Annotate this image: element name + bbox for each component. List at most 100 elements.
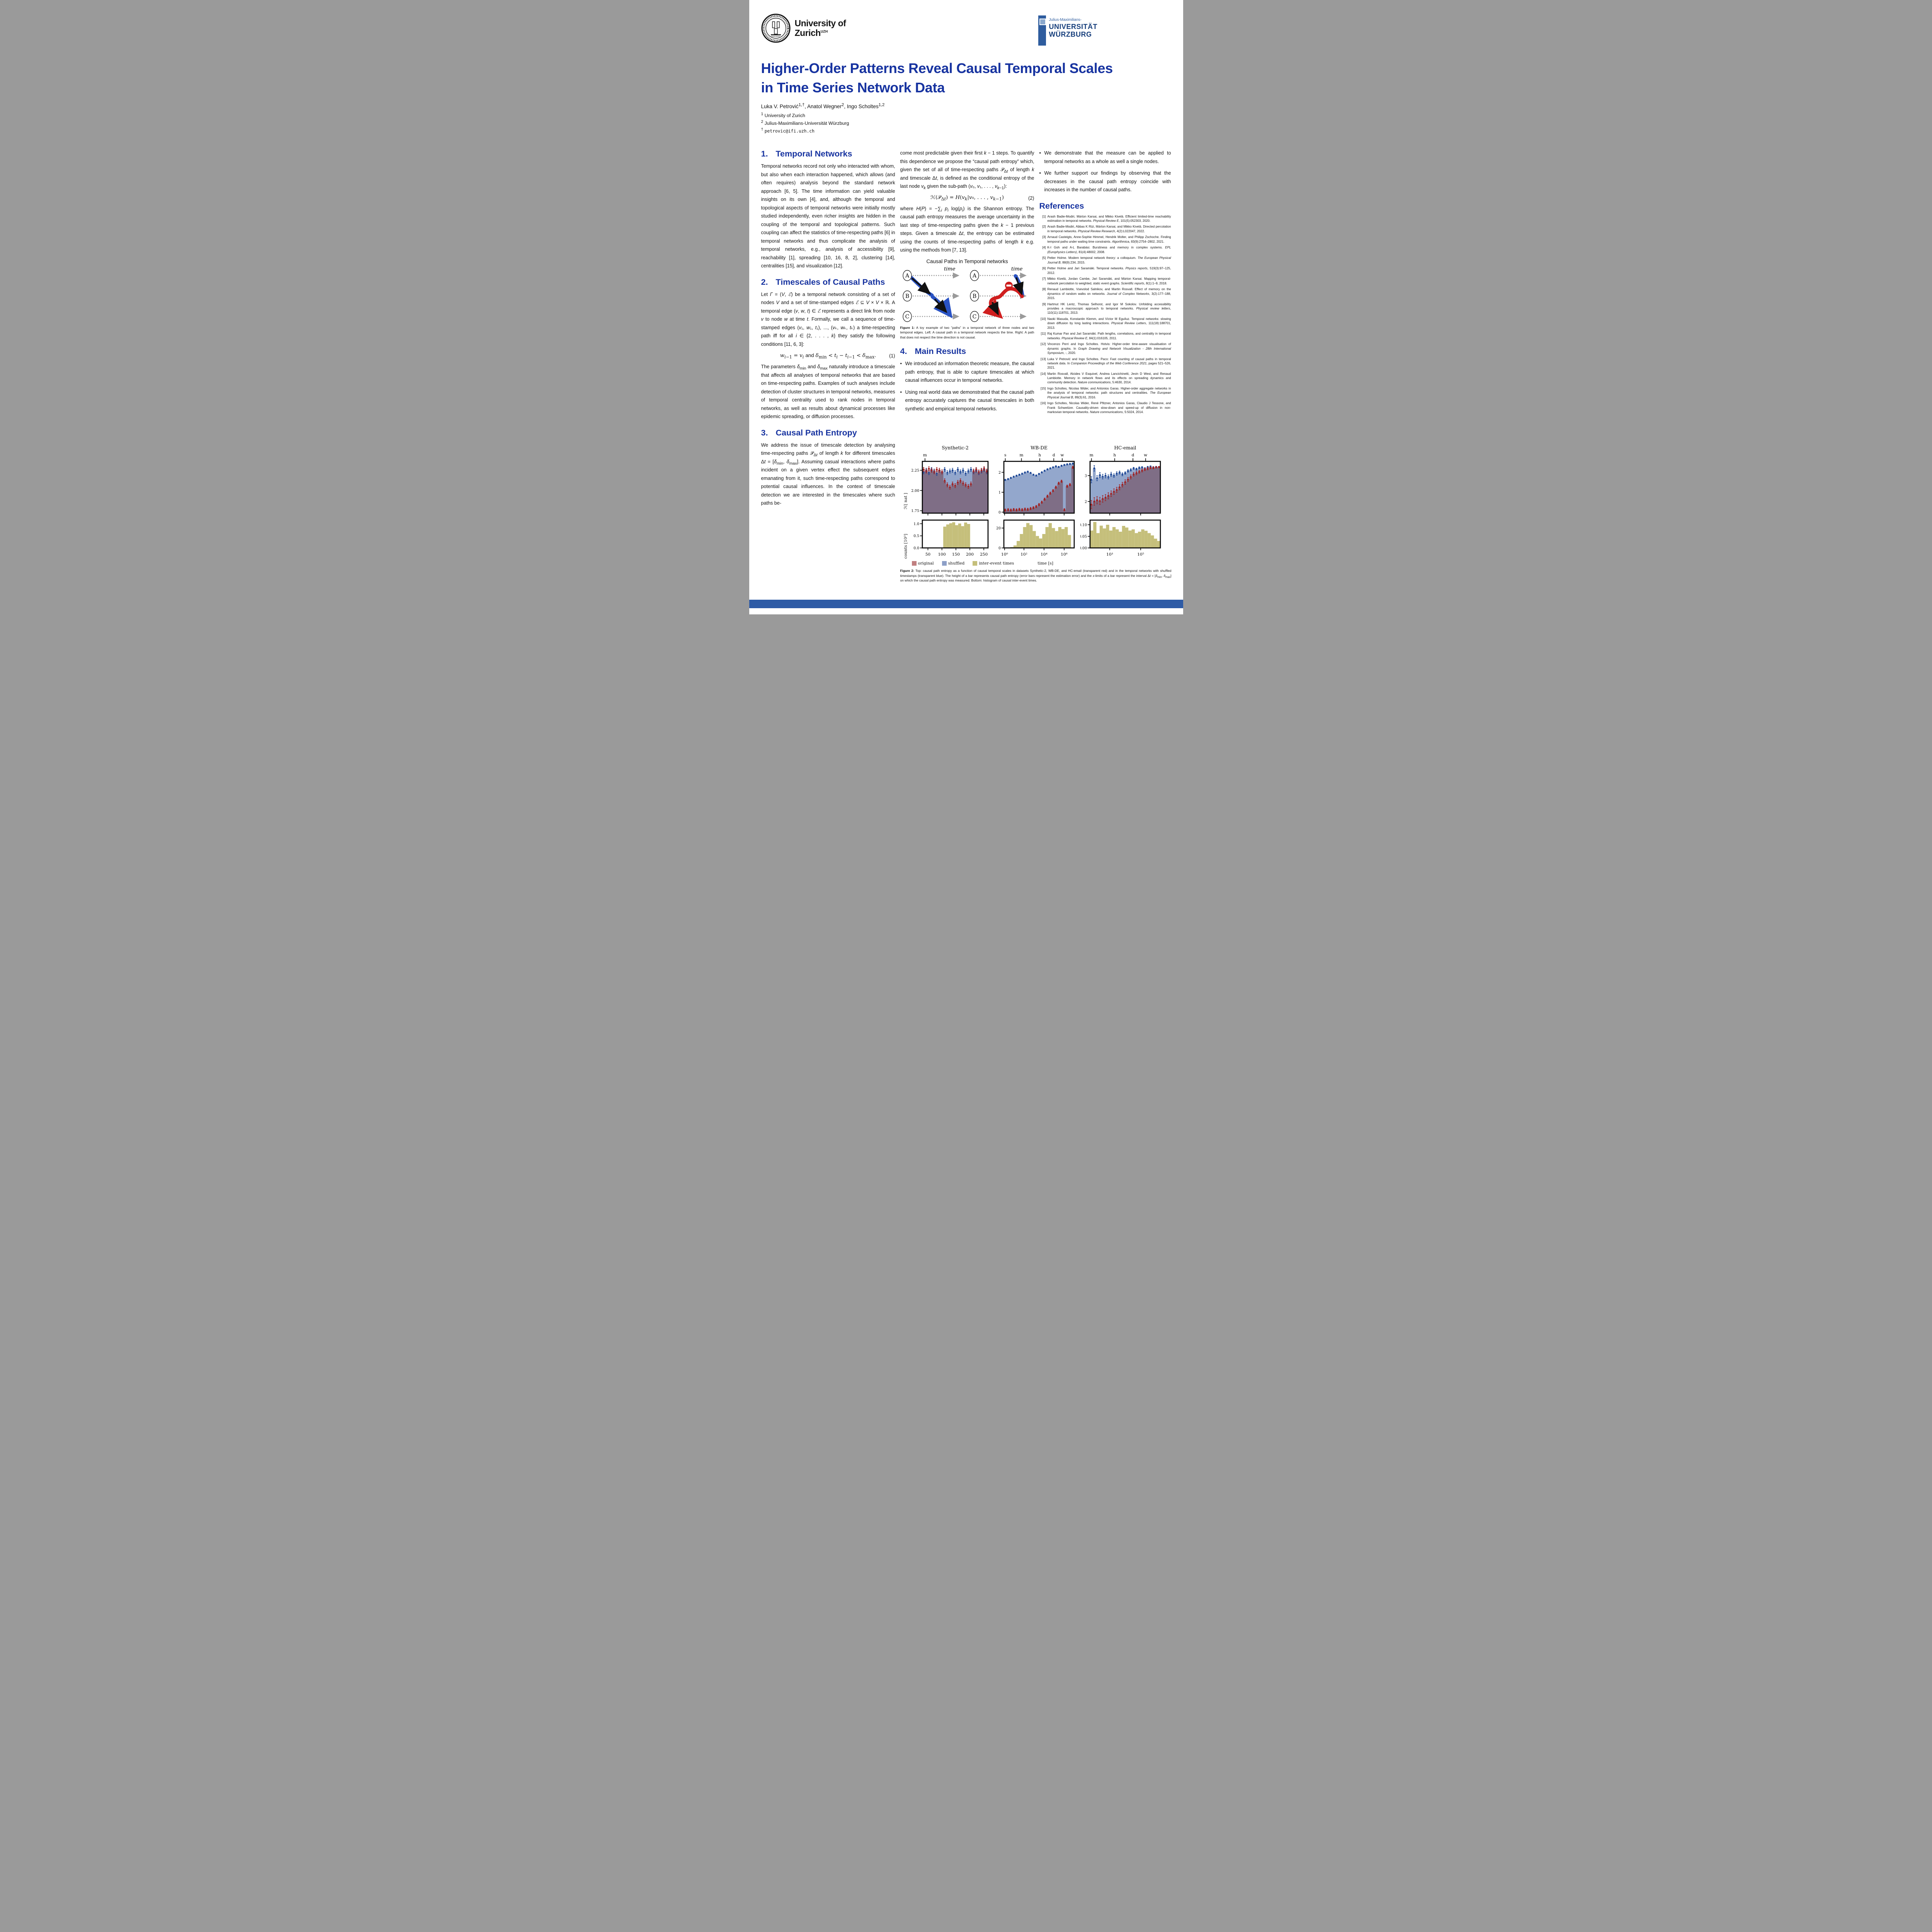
affiliation-1: 1 University of Zurich <box>761 112 805 118</box>
figure-1-title: Causal Paths in Temporal networks <box>926 258 1008 264</box>
svg-text:w: w <box>1144 453 1147 457</box>
WB-DE-histogram: 0 20 10⁰ 10² 10⁴ 10⁶ <box>996 519 1075 557</box>
svg-text:0.0: 0.0 <box>913 546 919 551</box>
equation-2-number: (2) <box>1028 195 1034 201</box>
reference-item: [16] Ingo Scholtes, Nicolas Wider, René P… <box>1040 401 1171 414</box>
reference-item: [15] Ingo Scholtes, Nicolas Wider, and An… <box>1040 387 1171 399</box>
jmu-word-line2: UNIVERSITÄT <box>1049 23 1098 31</box>
svg-text:2: 2 <box>998 471 1001 475</box>
equation-1: wi−1 = vi and δmin < ti − ti−1 < δmax. (1… <box>780 352 895 360</box>
svg-text:m: m <box>1019 453 1023 457</box>
poster-title: Higher-Order Patterns Reveal Causal Temp… <box>761 59 1172 97</box>
synthetic-2-chart: Synthetic-2 m 1.75 2.00 2.25 0.0 0.5 1.0 50 100 15… <box>908 444 990 560</box>
uzh-seal-icon <box>761 14 790 43</box>
svg-text:1: 1 <box>998 490 1001 495</box>
figure-2: ℋ[ nat ] counts [10³] Synthetic-2 m 1.75 2.… <box>900 444 1172 583</box>
svg-text:WB-DE: WB-DE <box>1031 445 1048 451</box>
equation-2: ℋ(𝒫Δt) = H(vk|v₀, . . . , vk−1) (2) <box>930 194 1034 202</box>
section-2-text-2: The parameters δmin and δmax naturally i… <box>761 364 895 419</box>
section-1-heading: 1. Temporal Networks <box>761 149 852 158</box>
counts-axis-label: counts [10³] <box>903 534 908 559</box>
svg-text:d: d <box>1131 453 1134 457</box>
HC-email-histogram: 0.00 0.05 0.10 10³ 10⁵ <box>1080 519 1161 557</box>
svg-text:10⁵: 10⁵ <box>1137 552 1144 557</box>
uzh-word-line2: ZurichUZH <box>794 28 828 38</box>
reference-item: [11] Raj Kumar Pan and Jari Saramäki. Pat… <box>1041 332 1171 340</box>
contact-email: † petrovic@ifi.uzh.ch <box>761 127 815 134</box>
time-label: time <box>944 266 956 272</box>
svg-text:0: 0 <box>998 546 1001 551</box>
reference-item: [5] Petter Holme. Modern temporal network… <box>1042 256 1171 264</box>
reference-item: [7] Mikko Kivelä, Jordan Cambe, Jari Sara… <box>1042 277 1171 285</box>
figure-2-charts: ℋ[ nat ] counts [10³] Synthetic-2 m 1.75 2.… <box>900 444 1172 560</box>
figure-1: Causal Paths in Temporal networks time <box>900 259 1034 340</box>
column-2: come most predictable given their first … <box>900 149 1034 417</box>
section-3-heading: 3. Causal Path Entropy <box>761 428 857 437</box>
legend-original: original <box>912 561 934 566</box>
figure-2-legend: original shuffled inter-event times time [s… <box>912 561 1172 566</box>
finding-bullet-1: We demonstrate that the measure can be a… <box>1039 149 1171 166</box>
svg-text:1.0: 1.0 <box>913 522 919 526</box>
svg-text:w: w <box>1060 453 1064 457</box>
reference-item: [13] Luka V Petrović and Ingo Scholtes. P… <box>1040 357 1171 370</box>
reference-item: [9] Hartmut HK Lentz, Thomas Selhorst, an… <box>1042 302 1171 315</box>
HC-email-entropy-plot: HC-email m h d w 2 3 <box>1085 445 1161 515</box>
jmu-wordmark: Julius-Maximilians- UNIVERSITÄT WÜRZBURG <box>1049 15 1098 38</box>
section-3-continued-text: come most predictable given their first … <box>900 150 1034 190</box>
author-names: Luka V. Petrović1,†, Anatol Wegner2, Ing… <box>761 102 885 109</box>
node-b-label: B <box>972 293 976 299</box>
uzh-logo: University of ZurichUZH <box>761 13 846 43</box>
svg-text:10³: 10³ <box>1106 552 1113 557</box>
svg-text:10⁶: 10⁶ <box>1061 552 1068 557</box>
svg-text:0.10: 0.10 <box>1080 523 1087 527</box>
svg-text:h: h <box>1113 453 1116 457</box>
jmu-flag-icon <box>1038 15 1046 46</box>
svg-text:20: 20 <box>996 526 1001 531</box>
svg-text:Synthetic-2: Synthetic-2 <box>942 445 968 451</box>
svg-text:0.00: 0.00 <box>1080 546 1087 551</box>
svg-text:2.00: 2.00 <box>911 489 919 493</box>
svg-text:0.05: 0.05 <box>1080 535 1087 539</box>
uzh-word-line1: University of <box>794 18 846 28</box>
svg-text:0.5: 0.5 <box>913 534 919 538</box>
figure-2-caption: Figure 2: Top: causal path entropy as a … <box>900 569 1172 583</box>
non-causal-path <box>982 287 1024 319</box>
svg-text:100: 100 <box>938 552 946 557</box>
column-3: We demonstrate that the measure can be a… <box>1039 149 1171 416</box>
legend-inter-event-times: inter-event times <box>973 561 1014 566</box>
jmu-word-line1: Julius-Maximilians- <box>1049 18 1082 22</box>
poster-title-line2: in Time Series Network Data <box>761 80 945 95</box>
section-4-heading: 4. Main Results <box>900 347 966 356</box>
footer-bar <box>749 600 1183 608</box>
reference-item: [4] K-I Goh and A-L Barabási. Burstiness … <box>1042 246 1171 254</box>
jmu-word-line3: WÜRZBURG <box>1049 31 1092 38</box>
svg-text:50: 50 <box>925 552 930 557</box>
section-2-text-1: Let Γ = (V, ℰ) be a temporal network con… <box>761 291 895 347</box>
reference-item: [3] Arnaud Casteigts, Anne-Sophie Himmel,… <box>1042 235 1171 243</box>
shannon-entropy-text: where H(P) = −∑i pi log(pi) is the Shann… <box>900 206 1034 253</box>
svg-text:0: 0 <box>998 510 1001 515</box>
reference-item: [14] Martin Rosvall, Alcides V Esquivel, … <box>1040 372 1171 384</box>
svg-text:10⁰: 10⁰ <box>1001 552 1008 557</box>
hc-email-chart: HC-email m h d w 2 3 0.00 0.05 0.10 10³ 10⁵ <box>1080 444 1163 560</box>
entropy-axis-label: ℋ[ nat ] <box>903 493 908 510</box>
section-3-text: We address the issue of timescale detect… <box>761 442 895 506</box>
column-1: 1. Temporal Networks Temporal networks re… <box>761 149 895 512</box>
Synthetic-2-histogram: 0.0 0.5 1.0 50 100 150 200 250 <box>913 519 988 557</box>
reference-item: [12] Vincenzo Perri and Ingo Scholtes. Ho… <box>1040 342 1171 355</box>
arrow-bc <box>988 301 999 316</box>
affiliation-2: 2 Julius-Maximilians-Universität Würzbur… <box>761 119 849 126</box>
main-result-bullet-1: We introduced an information theoretic m… <box>900 360 1034 385</box>
reference-item: [1] Arash Badie-Modiri, Márton Karsai, an… <box>1042 214 1171 223</box>
svg-text:m: m <box>923 453 927 457</box>
figure-1-right-panel: time A B C <box>969 266 1027 322</box>
reference-item: [10] Naoki Masuda, Konstantin Klemm, and … <box>1040 317 1171 330</box>
WB-DE-entropy-plot: WB-DE s m h d w 0 1 2 <box>998 445 1075 515</box>
node-a-label: A <box>905 273 909 279</box>
uzh-wordmark: University of ZurichUZH <box>795 19 846 38</box>
arrow-ab <box>911 277 931 294</box>
node-a-label: A <box>972 273 976 279</box>
figure-1-left-panel: time A B C <box>902 266 959 322</box>
finding-bullet-2: We further support our findings by obser… <box>1039 169 1171 194</box>
authors-block: Luka V. Petrović1,†, Anatol Wegner2, Ing… <box>761 102 1032 135</box>
